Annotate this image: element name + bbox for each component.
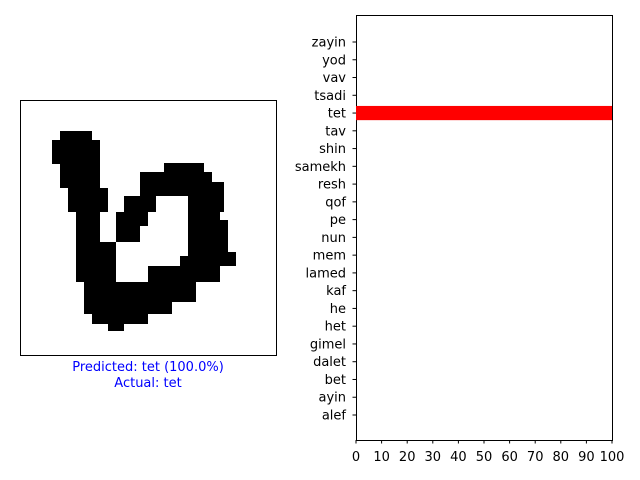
- x-tick-label: 90: [578, 450, 595, 465]
- x-tick-label: 20: [399, 450, 416, 465]
- y-tick-label: het: [325, 320, 346, 335]
- predicted-label: Predicted: tet (100.0%): [72, 360, 224, 375]
- bar-chart: alef ayin bet dalet gimel het he kaf lamed mem nun…: [295, 15, 625, 465]
- y-tick-label: yod: [322, 53, 346, 68]
- y-tick-labels: alef ayin bet dalet gimel het he kaf lamed mem nun…: [295, 36, 356, 424]
- y-tick-label: vav: [323, 71, 347, 86]
- y-tick-label: he: [330, 302, 346, 317]
- y-tick-label: ayin: [318, 391, 346, 406]
- bars: [356, 105, 612, 121]
- y-tick-label: tet: [328, 107, 346, 122]
- x-tick-label: 100: [600, 450, 625, 465]
- bar-tet: [356, 105, 612, 121]
- y-tick-label: pe: [330, 213, 346, 228]
- x-tick-label: 70: [527, 450, 544, 465]
- handwritten-glyph: [52, 131, 236, 331]
- x-tick-label: 40: [450, 450, 467, 465]
- y-tick-label: bet: [325, 373, 346, 388]
- y-tick-label: alef: [322, 409, 347, 424]
- x-tick-labels: 0 10 20 30 40 50 60 70 80 90 100: [352, 440, 625, 465]
- y-tick-label: tav: [325, 124, 346, 139]
- x-tick-label: 80: [553, 450, 570, 465]
- x-tick-label: 10: [373, 450, 390, 465]
- y-tick-label: lamed: [306, 266, 347, 281]
- plot-area: [356, 15, 613, 441]
- y-tick-label: tsadi: [314, 89, 346, 104]
- image-frame: [20, 100, 277, 356]
- y-tick-label: dalet: [313, 355, 346, 370]
- y-tick-label: kaf: [326, 284, 346, 299]
- y-tick-label: mem: [313, 249, 346, 264]
- actual-label: Actual: tet: [114, 376, 182, 391]
- y-tick-label: qof: [325, 195, 346, 210]
- y-tick-label: gimel: [310, 337, 346, 352]
- y-tick-label: resh: [318, 178, 346, 193]
- x-tick-label: 50: [476, 450, 493, 465]
- y-tick-label: nun: [321, 231, 346, 246]
- x-tick-label: 30: [425, 450, 442, 465]
- y-tick-label: zayin: [312, 36, 346, 51]
- y-tick-label: samekh: [295, 160, 346, 175]
- y-tick-label: shin: [319, 142, 346, 157]
- image-panel: [20, 100, 277, 356]
- x-tick-label: 0: [352, 450, 360, 465]
- x-tick-label: 60: [501, 450, 518, 465]
